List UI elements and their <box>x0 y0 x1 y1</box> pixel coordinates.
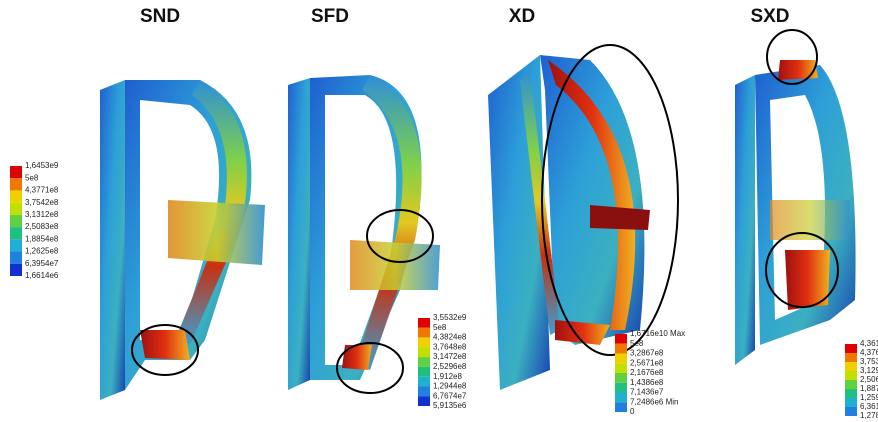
legend-swatch <box>615 402 627 412</box>
legend-swatch <box>10 263 22 276</box>
legend-label: 1,8854e8 <box>25 234 59 243</box>
legend-label: 0 <box>630 407 635 416</box>
legend-swatch <box>615 373 627 383</box>
legend-label: 5e8 <box>433 323 447 332</box>
legend-label: 1,4386e8 <box>630 378 664 387</box>
legend-label: 3,7532 <box>860 357 878 366</box>
legend-swatch <box>418 337 430 348</box>
legend-label: 4,3824e8 <box>433 333 467 342</box>
legend-swatch <box>615 353 627 364</box>
legend-label: 1,2625e8 <box>25 247 59 256</box>
snd-model <box>100 80 265 400</box>
legend-swatch <box>615 382 627 393</box>
legend-label: 3,7648e8 <box>433 342 467 351</box>
legend-label: 6,3954e7 <box>25 259 59 268</box>
legend-label: 5e8 <box>630 339 644 348</box>
legend-label: 5e8 <box>25 173 39 182</box>
legend-swatch <box>10 166 22 179</box>
legend-label: 3,1312e8 <box>25 210 59 219</box>
legend-swatch <box>418 327 430 338</box>
legend-label: 3,7542e8 <box>25 198 59 207</box>
legend-swatch <box>845 371 857 380</box>
legend-label: 6,3618 <box>860 402 878 411</box>
legend-label: 5,9135e6 <box>433 401 467 410</box>
legend-swatch <box>10 202 22 215</box>
legend-swatch <box>418 366 430 377</box>
legend-swatch <box>845 407 857 416</box>
legend-swatch <box>615 343 627 354</box>
legend-label: 2,5083e8 <box>25 222 59 231</box>
legend-swatch <box>418 347 430 358</box>
legend-label: 2,5296e8 <box>433 362 467 371</box>
legend-label: 1,6614e6 <box>25 271 59 280</box>
panel-title: SND <box>140 6 180 27</box>
legend-swatch <box>845 389 857 398</box>
legend-swatch <box>10 190 22 203</box>
legend-swatch <box>845 362 857 371</box>
legend-swatch <box>845 380 857 389</box>
sfd-model <box>288 75 440 394</box>
legend-label: 1,8874 <box>860 384 878 393</box>
xd-model <box>488 44 679 390</box>
legend-swatch <box>615 334 627 344</box>
legend-swatch <box>845 398 857 407</box>
legend-label: 2,5671e8 <box>630 358 664 367</box>
legend-swatch <box>10 214 22 228</box>
legend-label: 2,1676e8 <box>630 368 664 377</box>
legend-swatch <box>418 376 430 387</box>
legend-swatch <box>10 239 22 252</box>
legend-swatch <box>418 396 430 406</box>
legend-label: 7,2486e6 Min <box>630 397 678 406</box>
legend-label: 7,1436e7 <box>630 388 664 397</box>
legend-label: 3,1298 <box>860 366 878 375</box>
legend-label: 1,6716e10 Max <box>630 329 685 338</box>
legend-swatch <box>845 353 857 362</box>
panel-title: SXD <box>750 6 789 27</box>
legend-label: 6,7674e7 <box>433 391 467 400</box>
legend-label: 1,6453e9 <box>25 161 59 170</box>
panel-title: SFD <box>311 6 349 27</box>
legend-label: 3,2867e8 <box>630 349 664 358</box>
legend-label: 1,2782 <box>860 411 878 420</box>
legend-label: 4,3764 <box>860 348 878 357</box>
legend-label: 1,2944e8 <box>433 382 467 391</box>
legend-swatch <box>418 386 430 397</box>
legend-label: 2,5064 <box>860 375 878 384</box>
legend-swatch <box>615 363 627 373</box>
legend-label: 3,5532e9 <box>433 313 467 322</box>
legend-label: 4,3771e8 <box>25 186 59 195</box>
legend-swatch <box>10 178 22 191</box>
legend-swatch <box>418 357 430 367</box>
legend-label: 3,1472e8 <box>433 352 467 361</box>
legend-swatch <box>418 318 430 328</box>
legend-swatch <box>615 392 627 403</box>
legend-label: 1,912e8 <box>433 372 462 381</box>
legend-swatch <box>10 251 22 264</box>
sxd-model <box>735 29 856 365</box>
legend-swatch <box>10 227 22 240</box>
panel-title: XD <box>509 6 535 27</box>
legend-swatch <box>845 344 857 353</box>
